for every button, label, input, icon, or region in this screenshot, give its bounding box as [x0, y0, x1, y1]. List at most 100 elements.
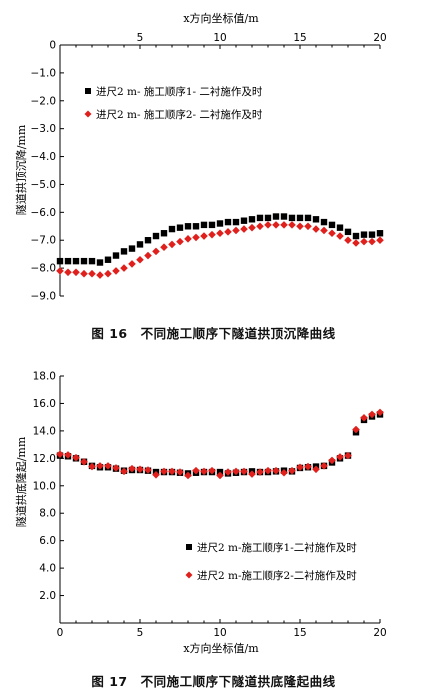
data-point [152, 232, 160, 240]
y-tick-label: 14.0 [33, 425, 56, 437]
data-point [160, 230, 168, 237]
data-point [112, 252, 120, 259]
data-point [336, 224, 344, 231]
settlement-chart: x方向坐标值/m 隧道拱顶沉降/mm 0 −1.0 −2.0 −3.0 −4.0 −5.0… [14, 11, 387, 303]
data-point [152, 247, 160, 256]
data-point [80, 269, 88, 278]
figure-caption: 图 16 不同施工顺序下隧道拱顶沉降曲线 [91, 326, 336, 341]
figure-caption: 图 17 不同施工顺序下隧道拱底隆起曲线 [91, 674, 336, 689]
data-point [192, 233, 200, 242]
data-point [72, 453, 80, 462]
data-point [304, 222, 312, 231]
data-point [80, 457, 88, 466]
x-tick-label: 15 [293, 627, 306, 639]
data-point [336, 232, 344, 240]
data-point [296, 463, 304, 472]
data-point [176, 224, 184, 231]
legend-marker [85, 88, 91, 94]
x-tick-label: 15 [293, 32, 306, 44]
data-point [296, 222, 304, 231]
y-tick-label: 18.0 [33, 371, 56, 383]
data-point [328, 456, 336, 465]
legend-label: 进尺2 m-施工顺序1-二衬施作及时 [197, 541, 357, 554]
legend-marker [185, 571, 193, 579]
data-point [216, 471, 224, 480]
data-point [368, 231, 376, 238]
data-point [368, 237, 376, 246]
data-point [240, 467, 248, 476]
y-tick-label: 2.0 [39, 590, 56, 602]
y-tick-label: 0 [49, 40, 56, 52]
data-point [200, 221, 208, 229]
data-point [280, 468, 288, 477]
y-tick-label: 6.0 [39, 535, 56, 547]
legend-marker [186, 544, 192, 550]
data-point [96, 462, 104, 470]
data-point [144, 466, 152, 474]
data-point [208, 221, 216, 229]
data-point [344, 236, 352, 245]
data-point [216, 220, 224, 227]
data-point [248, 223, 256, 232]
y-tick-label: −6.0 [31, 207, 57, 219]
data-point [72, 257, 80, 265]
y-tick-label: 8.0 [39, 508, 56, 520]
data-point [256, 222, 264, 231]
data-point [312, 225, 320, 233]
data-point [56, 267, 64, 275]
data-point [224, 228, 232, 236]
data-point [304, 214, 312, 222]
x-tick-label: 10 [213, 32, 226, 44]
data-point [240, 225, 248, 233]
y-tick-label: −5.0 [31, 179, 57, 191]
data-point [280, 213, 288, 220]
x-tick-label: 20 [373, 32, 386, 44]
legend-label: 进尺2 m-施工顺序2-二衬施作及时 [197, 569, 357, 582]
data-point [136, 255, 144, 264]
data-point [248, 470, 256, 478]
y-tick-label: 4.0 [39, 563, 56, 575]
data-point [264, 214, 272, 222]
data-point [352, 232, 360, 240]
data-point [320, 462, 328, 470]
legend-label: 进尺2 m- 施工顺序2- 二衬施作及时 [96, 108, 263, 121]
data-point [160, 467, 168, 476]
data-point [80, 257, 88, 265]
heave-chart: x方向坐标值/m 隧道拱底隆起/mm 2.0 4.0 6.0 8.0 10.0 12.0 1… [14, 371, 387, 656]
data-point [168, 225, 176, 233]
data-point [128, 260, 136, 268]
y-tick-label: −8.0 [31, 263, 57, 275]
y-axis-label: 隧道拱顶沉降/mm [14, 124, 28, 215]
data-point [312, 216, 320, 223]
data-point [328, 229, 336, 238]
y-tick-label: 12.0 [33, 453, 56, 465]
data-point [248, 216, 256, 223]
x-tick-label: 5 [137, 627, 144, 639]
data-point [184, 235, 192, 243]
data-point [320, 226, 328, 235]
data-point [296, 214, 304, 222]
data-point [168, 467, 176, 476]
data-point [280, 221, 288, 229]
data-point [352, 425, 360, 434]
data-point [272, 221, 280, 229]
data-point [232, 467, 240, 476]
data-point [176, 237, 184, 246]
data-point [256, 214, 264, 222]
data-point [96, 259, 104, 266]
data-point [144, 237, 152, 244]
data-point [328, 221, 336, 229]
data-point [376, 236, 384, 245]
y-tick-label: −7.0 [31, 235, 57, 247]
y-tick-label: 16.0 [33, 398, 56, 410]
data-point [128, 245, 136, 252]
data-point [320, 218, 328, 226]
data-point [272, 213, 280, 220]
data-point [96, 271, 104, 279]
data-point [264, 221, 272, 229]
data-point [104, 256, 112, 263]
y-tick-label: −2.0 [31, 95, 57, 107]
data-point [200, 467, 208, 476]
data-point [168, 240, 176, 249]
data-point [64, 257, 72, 265]
